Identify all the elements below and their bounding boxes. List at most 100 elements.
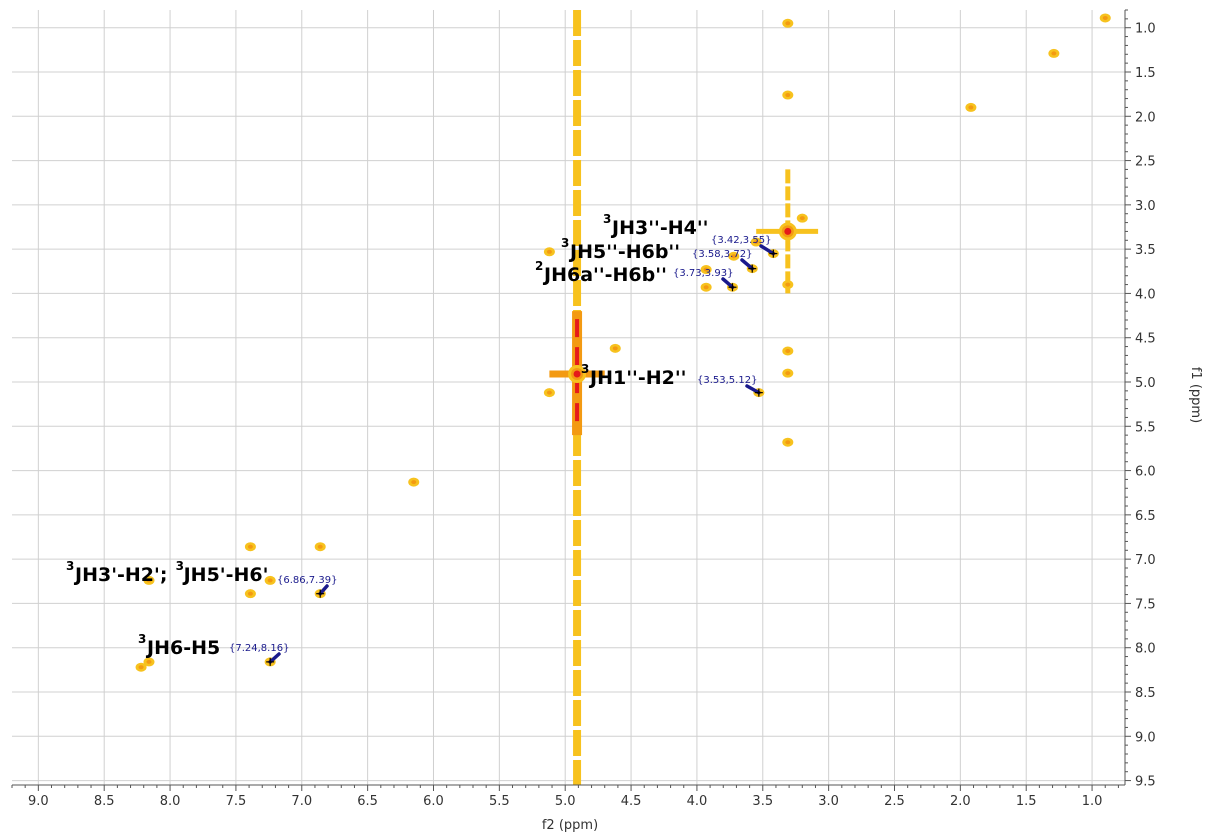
annotation-superscript: 3 — [581, 362, 589, 376]
cross-peak-core — [138, 665, 144, 670]
annotation: 3 JH5''-H6b'' {3.58,3.72} — [561, 236, 757, 273]
cross-peak-core — [785, 440, 791, 445]
y-tick-label: 8.0 — [1135, 642, 1156, 657]
cross-peak-core — [968, 105, 974, 110]
cross-peak-core — [267, 578, 273, 583]
cross-peak-core — [247, 544, 253, 549]
x-tick-label: 1.5 — [1016, 794, 1037, 809]
cross-peak — [408, 477, 420, 487]
annotation-superscript: 2 — [535, 259, 543, 273]
cross-peak-core — [785, 349, 791, 353]
cross-peak — [543, 388, 555, 398]
x-tick-label: 4.5 — [621, 794, 642, 809]
coordinate-label: {3.42,3.55} — [711, 235, 771, 246]
cross-peak — [782, 90, 794, 100]
annotation-arrow — [759, 244, 776, 256]
y-tick-label: 4.5 — [1135, 332, 1156, 347]
y-tick-label: 7.5 — [1135, 597, 1156, 612]
cross-peak-core — [784, 227, 792, 235]
annotation: 3 JH3'-H2'; 3 JH5'-H6' {6.86,7.39} — [66, 559, 337, 598]
y-tick-label: 3.0 — [1135, 199, 1156, 214]
cross-peak-core — [612, 346, 618, 351]
cross-peak — [244, 542, 256, 552]
cross-peak — [1048, 48, 1060, 58]
cross-peak-core — [785, 371, 791, 376]
cross-peak — [700, 282, 712, 292]
coordinate-label: {7.24,8.16} — [229, 643, 289, 654]
y-tick-label: 8.5 — [1135, 686, 1156, 701]
cross-peak-core — [753, 240, 759, 245]
y-tick-label: 3.5 — [1135, 243, 1156, 258]
x-tick-label: 5.0 — [555, 794, 576, 809]
annotation-label: JH6a''-H6b'' — [542, 264, 667, 286]
x-tick-label: 3.0 — [818, 794, 839, 809]
x-tick-label: 4.0 — [687, 794, 708, 809]
annotation-label: JH3'-H2'; — [73, 564, 167, 586]
coordinate-label: {3.53,5.12} — [697, 375, 757, 386]
x-tick-label: 6.0 — [423, 794, 444, 809]
cross-peak-core — [799, 216, 805, 221]
y-tick-label: 7.0 — [1135, 553, 1156, 568]
annotation-superscript: 3 — [138, 632, 146, 646]
cross-peak — [264, 575, 276, 585]
cross-peak-core — [146, 659, 152, 664]
annotation-label: JH5'-H6' — [182, 564, 269, 586]
x-tick-label: 8.0 — [160, 794, 181, 809]
y-tick-label: 2.5 — [1135, 155, 1156, 170]
x-tick-label: 9.0 — [28, 794, 49, 809]
annotation: 3 JH6-H5 {7.24,8.16} — [138, 632, 289, 666]
cross-peak-core — [573, 370, 581, 378]
cross-peak — [750, 237, 762, 247]
cross-peak — [782, 437, 794, 447]
cross-peak — [965, 102, 977, 112]
cross-peak-core — [317, 544, 323, 549]
cross-peak — [728, 251, 740, 261]
annotation: 2 JH6a''-H6b'' {3.73,3.93} — [535, 259, 737, 292]
x-tick-label: 2.5 — [884, 794, 905, 809]
x-tick-label: 3.5 — [752, 794, 773, 809]
cross-peak — [1099, 13, 1111, 23]
cross-peak-core — [146, 578, 152, 583]
cross-peak-core — [546, 249, 552, 254]
annotation-arrow — [268, 652, 281, 664]
cross-peak-core — [785, 93, 791, 98]
x-axis-title: f2 (ppm) — [542, 818, 598, 833]
y-tick-label: 4.0 — [1135, 287, 1156, 302]
y-tick-label: 9.5 — [1135, 775, 1156, 790]
cross-peak-core — [731, 254, 737, 259]
y-tick-label: 6.0 — [1135, 465, 1156, 480]
annotation-arrow — [740, 258, 754, 271]
cross-peak-core — [546, 390, 552, 395]
cross-peak — [143, 657, 155, 667]
cross-peak-core — [703, 267, 709, 272]
x-tick-label: 1.0 — [1082, 794, 1103, 809]
cross-peak — [543, 247, 555, 257]
coordinate-label: {6.86,7.39} — [277, 575, 337, 586]
cross-peak-core — [1102, 15, 1108, 20]
cross-peak — [568, 365, 587, 384]
y-tick-label: 6.5 — [1135, 509, 1156, 524]
y-tick-label: 2.0 — [1135, 110, 1156, 125]
cross-peak — [244, 589, 256, 599]
cross-peak — [609, 343, 621, 353]
cross-peak-core — [785, 282, 791, 287]
x-tick-label: 6.5 — [357, 794, 378, 809]
solvent-streaks — [549, 10, 819, 785]
grid-lines — [12, 10, 1125, 785]
y-tick-label: 1.0 — [1135, 22, 1156, 37]
cross-peak — [778, 222, 797, 241]
coordinate-label: {3.58,3.72} — [692, 249, 752, 260]
cross-peak — [796, 213, 808, 223]
annotation-superscript: 3 — [176, 559, 184, 573]
annotation-label: JH3''-H4'' — [610, 217, 708, 239]
annotation-superscript: 3 — [561, 236, 569, 250]
y-axis-title: f1 (ppm) — [1188, 367, 1203, 423]
annotation: 3 JH3''-H4''{3.42,3.55} — [603, 212, 778, 258]
cross-peaks — [135, 13, 1111, 672]
y-tick-label: 5.0 — [1135, 376, 1156, 391]
coordinate-label: {3.73,3.93} — [673, 268, 733, 279]
annotation-label: JH5''-H6b'' — [568, 241, 680, 263]
cross-peak-core — [1051, 51, 1057, 56]
annotation-label: JH1''-H2'' — [588, 367, 686, 389]
